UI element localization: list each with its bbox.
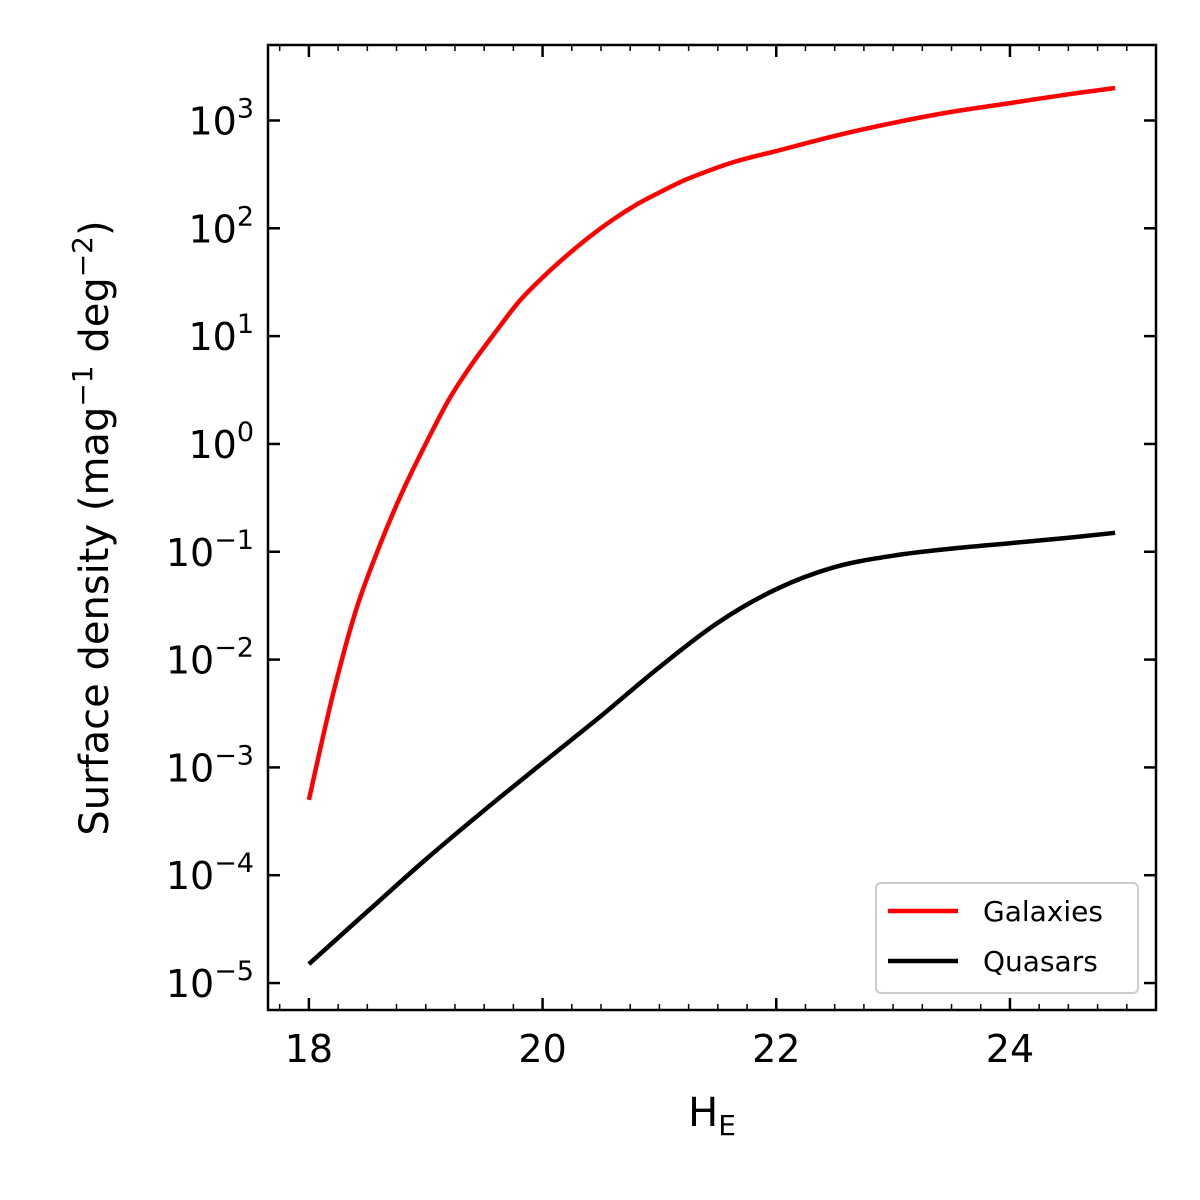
y-tick-label: 101 — [188, 309, 254, 359]
y-tick-label: 100 — [188, 417, 254, 467]
y-tick-label: 10−5 — [166, 956, 254, 1006]
y-tick-label: 10−3 — [166, 740, 254, 790]
y-tick-label: 102 — [188, 201, 254, 251]
y-axis-label-main: Surface density (mag — [72, 407, 118, 836]
legend-label-quasars: Quasars — [983, 945, 1098, 978]
y-tick-label: 10−4 — [166, 848, 254, 898]
y-axis-label: Surface density (mag−1 deg−2) — [66, 220, 118, 835]
y-tick-label: 10−1 — [166, 525, 254, 575]
y-axis-label-mid: deg — [72, 277, 118, 365]
x-tick-label: 24 — [986, 1027, 1034, 1071]
x-axis-label-sub: E — [718, 1109, 736, 1142]
y-axis-label-end: ) — [72, 220, 118, 236]
series-layer — [306, 85, 1116, 966]
x-axis-label: HE — [688, 1090, 736, 1142]
y-tick-label: 103 — [188, 93, 254, 143]
ticks-layer: 18 20 22 24 10−5 10−4 10−3 10−2 10−1 100 101 102 103 — [166, 45, 1156, 1071]
x-tick-label: 20 — [518, 1027, 566, 1071]
x-tick-label: 18 — [285, 1027, 333, 1071]
series-line-quasars — [307, 530, 1116, 966]
x-tick-label: 22 — [752, 1027, 800, 1071]
series-line-galaxies — [306, 85, 1116, 801]
legend: Galaxies Quasars — [875, 882, 1139, 994]
y-axis-label-exp1: −1 — [66, 365, 99, 406]
y-tick-label: 10−2 — [166, 633, 254, 683]
plot-frame — [266, 43, 1158, 1012]
legend-label-galaxies: Galaxies — [983, 895, 1103, 928]
x-axis-label-main: H — [688, 1090, 718, 1136]
y-axis-label-exp2: −2 — [66, 236, 99, 277]
